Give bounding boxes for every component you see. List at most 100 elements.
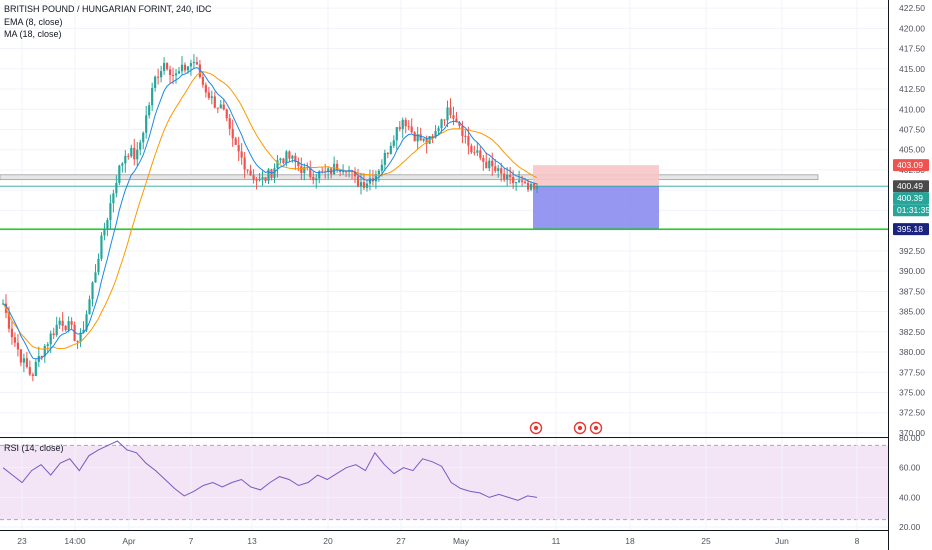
support-zone (0, 174, 819, 181)
candle-body (264, 177, 267, 181)
rsi-scale[interactable]: 80.00 60.00 40.00 20.00 (899, 433, 921, 532)
candle-body (500, 168, 503, 174)
time-tick-label: 14:00 (64, 536, 86, 546)
price-badge-label: 403.09 (897, 160, 923, 170)
long-position-tool[interactable] (0, 165, 888, 230)
candle-body (237, 144, 240, 152)
candle-body (413, 132, 416, 142)
price-badge (893, 223, 929, 236)
ema-legend[interactable]: EMA (8, close) (4, 17, 63, 27)
candle-body (160, 71, 163, 78)
candle-body (440, 119, 443, 129)
candle-body (118, 165, 121, 183)
candle-body (485, 161, 488, 169)
candle-body (404, 119, 407, 127)
candle-body (380, 164, 383, 171)
candle-body (25, 358, 28, 368)
candle-body (10, 328, 14, 338)
candle-body (139, 142, 142, 150)
rsi-band-fill (0, 445, 888, 520)
candle-body (488, 160, 491, 169)
candle-body (458, 122, 461, 126)
candle-body (425, 138, 428, 144)
candle-body (37, 355, 40, 362)
candle-body (509, 174, 512, 178)
candle-body (180, 64, 184, 72)
candle-body (222, 104, 225, 110)
price-grid (0, 7, 888, 434)
price-tick-label: 410.00 (899, 104, 925, 114)
candle-body (473, 152, 476, 154)
candle-body (183, 64, 187, 71)
candle-body (288, 151, 291, 159)
candlestick-series (1, 54, 539, 382)
candle-body (198, 64, 201, 78)
candle-body (303, 166, 306, 174)
candle-body (386, 152, 389, 154)
candle-body (82, 329, 85, 333)
stop-loss-zone (533, 165, 659, 187)
rsi-legend[interactable]: RSI (14, close) (4, 443, 64, 453)
candle-body (49, 333, 52, 345)
candle-body (171, 74, 175, 76)
candle-body (252, 175, 255, 180)
price-badge-label: 400.49 (897, 181, 923, 191)
ma-legend[interactable]: MA (18, close) (4, 29, 62, 39)
candle-body (261, 177, 264, 179)
candle-body (300, 166, 303, 174)
time-tick-label: Apr (122, 536, 135, 546)
price-scale[interactable]: 422.50 420.00 417.50 415.00 412.50 410.00 407.… (899, 3, 925, 438)
time-tick-label: 8 (855, 536, 860, 546)
time-scale[interactable]: 23 14:00 Apr 7 13 20 27 May 11 18 25 Jun 8 (17, 536, 859, 546)
candle-body (422, 138, 425, 141)
candle-body (61, 320, 64, 326)
candle-body (28, 367, 31, 375)
symbol-title[interactable]: BRITISH POUND / HUNGARIAN FORINT, 240, I… (4, 4, 212, 14)
candle-body (148, 105, 151, 116)
candle-body (40, 355, 43, 357)
candle-body (157, 76, 160, 78)
price-badge-label: 400.39 (897, 193, 923, 203)
price-tick-label: 422.50 (899, 3, 925, 13)
price-tick-label: 375.00 (899, 387, 925, 397)
candle-body (52, 333, 55, 336)
candle-body (276, 160, 279, 169)
candle-body (520, 180, 524, 182)
candle-body (392, 140, 395, 146)
candle-body (383, 152, 386, 165)
candle-body (13, 337, 17, 343)
candle-body (526, 182, 530, 190)
event-markers[interactable] (529, 421, 603, 435)
price-tick-label: 415.00 (899, 64, 925, 74)
candle-body (85, 314, 88, 330)
candle-body (377, 170, 380, 175)
candle-body (374, 174, 378, 182)
time-tick-label: 25 (701, 536, 711, 546)
candle-body (467, 136, 470, 146)
time-tick-label: 23 (17, 536, 27, 546)
candle-body (115, 182, 118, 194)
candle-body (91, 282, 94, 300)
candle-body (192, 62, 196, 64)
candle-body (189, 63, 193, 67)
price-tick-label: 377.50 (899, 367, 925, 377)
candle-body (410, 126, 413, 133)
rsi-band (0, 437, 888, 528)
candle-body (142, 132, 145, 143)
price-badge-label: 395.18 (897, 224, 923, 234)
price-badge (893, 192, 929, 205)
candle-body (443, 119, 446, 121)
candle-body (133, 147, 136, 160)
candle-body (476, 150, 479, 153)
candle-body (64, 325, 67, 331)
candle-body (240, 151, 243, 158)
candle-body (491, 160, 494, 167)
candle-body (497, 168, 500, 171)
rsi-tick-label: 20.00 (899, 522, 921, 532)
candle-body (327, 168, 330, 172)
price-tick-label: 387.50 (899, 286, 925, 296)
candle-body (479, 150, 482, 158)
rsi-tick-label: 60.00 (899, 463, 921, 473)
candle-body (353, 171, 357, 177)
